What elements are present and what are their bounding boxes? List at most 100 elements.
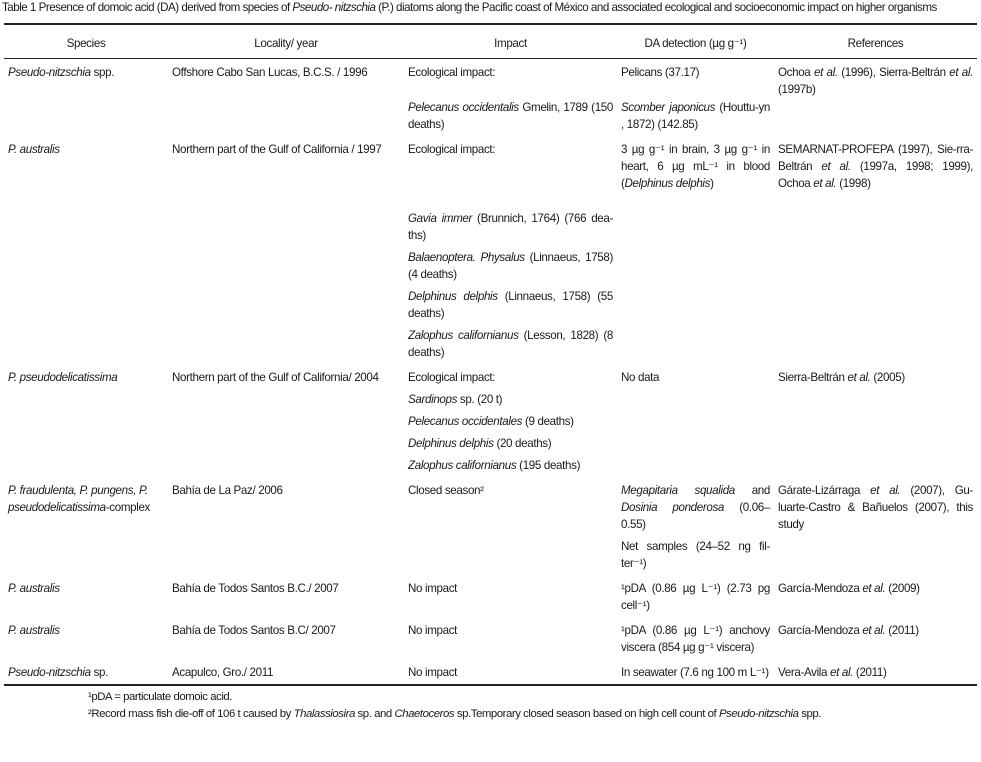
italic-text: et al.: [949, 66, 973, 79]
da-detection-cell: Scomber japonicus (Houttu-yn , 1872) (14…: [617, 97, 774, 136]
italic-text: Megapitaria squalida: [621, 484, 735, 497]
da-detection-cell: Net samples (24–52 ng fil-ter⁻¹): [617, 536, 774, 575]
locality-cell: Northern part of the Gulf of California …: [168, 136, 404, 364]
table-row: P. pseudodelicatissima Northern part of t…: [4, 364, 977, 389]
locality-cell: Bahía de Todos Santos B.C/ 2007: [168, 617, 404, 659]
table-subrow: Gavia immer (Brunnich, 1764) (766 dea-th…: [4, 208, 977, 247]
species-cell: P. fraudulenta, P. pungens, P. pseudodel…: [4, 477, 168, 575]
text-segment: sp. and: [354, 708, 395, 720]
italic-text: Zalophus californianus: [408, 459, 517, 472]
italic-text: Pelecanus occidentales: [408, 415, 523, 428]
text-segment: (1997a, 1998; 1999), Ochoa: [778, 160, 973, 190]
impact-cell: No impact: [404, 617, 617, 659]
italic-text: Pelecanus occidentalis: [408, 101, 519, 114]
text-segment: Table 1 Presence of domoic acid (DA) der…: [2, 1, 293, 14]
text-segment: (Linnaeus, 1758) (55 deaths): [408, 290, 613, 320]
italic-text: Pseudo-nitzschia: [718, 708, 799, 720]
text-segment: Net samples (24–52 ng fil-ter⁻¹): [621, 540, 770, 570]
text-segment: (Linnaeus, 1758) (4 deaths): [408, 251, 613, 281]
text-segment: ¹pDA (0.86 µg L⁻¹) (2.73 pg cell⁻¹): [621, 582, 770, 612]
species-cell: P. pseudodelicatissima: [4, 364, 168, 477]
table-subrow: Balaenoptera. Physalus (Linnaeus, 1758) …: [4, 247, 977, 286]
text-segment: (195 deaths): [516, 459, 581, 472]
text-segment: Northern part of the Gulf of California/…: [172, 371, 379, 384]
locality-cell: Bahía de La Paz/ 2006: [168, 477, 404, 575]
impact-cell: Balaenoptera. Physalus (Linnaeus, 1758) …: [404, 247, 617, 286]
text-segment: García-Mendoza: [778, 582, 863, 595]
text-segment: Bahía de Todos Santos B.C/ 2007: [172, 624, 336, 637]
text-segment: No data: [621, 371, 660, 384]
text-segment: (1996), Sierra-Beltrán: [837, 66, 950, 79]
da-detection-cell: ¹pDA (0.86 µg L⁻¹) anchovy viscera (854 …: [617, 617, 774, 659]
text-segment: ¹pDA (0.86 µg L⁻¹) anchovy viscera (854 …: [621, 624, 770, 654]
italic-text: P. australis: [8, 582, 60, 595]
impact-cell: Delphinus delphis (20 deaths): [404, 433, 617, 455]
locality-cell: Acapulco, Gro./ 2011: [168, 659, 404, 685]
text-segment: Vera-Avila: [778, 666, 831, 679]
text-segment: Gmelin, 1789 (150 deaths): [408, 101, 613, 131]
locality-cell: Offshore Cabo San Lucas, B.C.S. / 1996: [168, 59, 404, 137]
table-row: Pseudo-nitzschia spp. Offshore Cabo San L…: [4, 59, 977, 98]
table-subrow: Sardinops sp. (20 t): [4, 389, 977, 411]
impact-cell: No impact: [404, 659, 617, 685]
text-segment: Ochoa: [778, 66, 814, 79]
impact-cell: Zalophus californianus (Lesson, 1828) (8…: [404, 325, 617, 364]
da-detection-cell: No data: [617, 364, 774, 389]
impact-cell: Gavia immer (Brunnich, 1764) (766 dea-th…: [404, 208, 617, 247]
da-detection-cell: [617, 208, 774, 247]
impact-cell: [404, 536, 617, 575]
text-segment: Acapulco, Gro./ 2011: [172, 666, 274, 679]
table-row: P. fraudulenta, P. pungens, P. pseudodel…: [4, 477, 977, 536]
table-container: Species Locality/ year Impact DA detecti…: [4, 23, 977, 723]
da-detection-cell: Pelicans (37.17): [617, 59, 774, 98]
table-row: P. australis Bahía de Todos Santos B.C/ 2…: [4, 617, 977, 659]
locality-cell: Northern part of the Gulf of California/…: [168, 364, 404, 477]
text-segment: Northern part of the Gulf of California …: [172, 143, 382, 156]
text-segment: ¹pDA = particulate domoic acid.: [88, 691, 233, 703]
da-table: Species Locality/ year Impact DA detecti…: [4, 23, 977, 686]
species-cell: P. australis: [4, 617, 168, 659]
da-detection-cell: [617, 389, 774, 411]
italic-text: Balaenoptera. Physalus: [408, 251, 525, 264]
references-cell: García-Mendoza et al. (2011): [774, 617, 977, 659]
references-cell: SEMARNAT-PROFEPA (1997), Sie-rra-Beltrán…: [774, 136, 977, 364]
italic-text: Delphinus delphis: [408, 290, 498, 303]
text-segment: ): [710, 177, 714, 190]
italic-text: et al.: [862, 624, 886, 637]
da-detection-cell: [617, 411, 774, 433]
italic-text: Chaetoceros: [394, 708, 455, 720]
species-cell: Pseudo-nitzschia spp.: [4, 59, 168, 137]
italic-text: et al.: [870, 484, 901, 497]
text-segment: Offshore Cabo San Lucas, B.C.S. / 1996: [172, 66, 368, 79]
italic-text: Zalophus californianus: [408, 329, 519, 342]
da-detection-cell: [617, 325, 774, 364]
impact-cell: Ecological impact:: [404, 59, 617, 98]
italic-text: Delphinus delphis: [624, 177, 711, 190]
text-segment: Closed season²: [408, 484, 484, 497]
text-segment: Gárate-Lizárraga: [778, 484, 871, 497]
impact-cell: Pelecanus occidentales (9 deaths): [404, 411, 617, 433]
da-detection-cell: In seawater (7.6 ng 100 m L⁻¹): [617, 659, 774, 685]
da-detection-cell: [617, 247, 774, 286]
text-segment: spp.: [90, 66, 115, 79]
da-detection-cell: [617, 433, 774, 455]
table-subrow: Net samples (24–52 ng fil-ter⁻¹): [4, 536, 977, 575]
text-segment: No impact: [408, 666, 458, 679]
footnote-2: ²Record mass fish die-off of 106 t cause…: [88, 706, 977, 723]
text-segment: -complex: [105, 501, 151, 514]
text-segment: (Lesson, 1828) (8 deaths): [408, 329, 613, 359]
header-references: References: [847, 36, 904, 50]
da-detection-cell: [617, 455, 774, 477]
table-subrow: Delphinus delphis (20 deaths): [4, 433, 977, 455]
da-detection-cell: [617, 286, 774, 325]
text-segment: Pelicans (37.17): [621, 66, 700, 79]
text-segment: (2009): [885, 582, 920, 595]
text-segment: spp.: [798, 708, 821, 720]
text-segment: (1997b): [778, 83, 816, 96]
locality-cell: Bahía de Todos Santos B.C./ 2007: [168, 575, 404, 617]
table-subrow: Pelecanus occidentales (9 deaths): [4, 411, 977, 433]
italic-text: Delphinus delphis: [408, 437, 494, 450]
italic-text: et al.: [830, 666, 854, 679]
species-cell: Pseudo-nitzschia sp.: [4, 659, 168, 685]
italic-text: Scomber japonicus: [621, 101, 716, 114]
